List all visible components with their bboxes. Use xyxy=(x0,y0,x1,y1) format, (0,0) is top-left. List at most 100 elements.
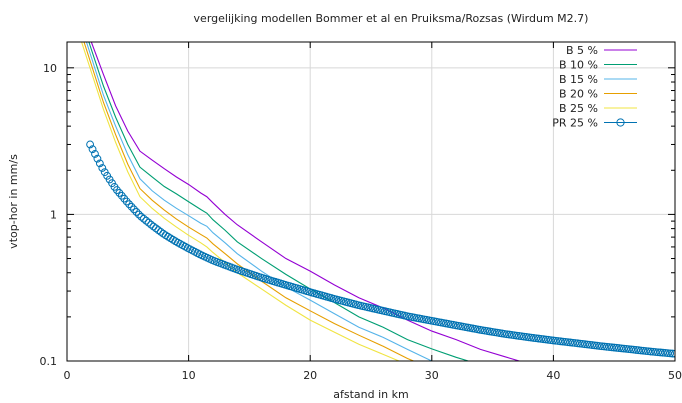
data-point xyxy=(520,332,528,341)
data-point xyxy=(668,349,675,358)
data-point xyxy=(125,200,134,209)
data-point xyxy=(130,205,138,214)
y-tick-label: 10 xyxy=(43,62,57,75)
data-point xyxy=(600,342,609,351)
data-point xyxy=(554,337,562,345)
data-point xyxy=(607,343,616,352)
data-point xyxy=(580,340,589,349)
legend-marker xyxy=(616,118,625,127)
series-markers-5 xyxy=(86,140,675,358)
data-point xyxy=(532,334,540,343)
data-point xyxy=(502,330,511,339)
series-line-4 xyxy=(81,42,400,361)
data-point xyxy=(122,197,131,206)
series-line-3 xyxy=(83,42,414,361)
data-point xyxy=(627,345,636,354)
data-point xyxy=(658,348,667,357)
data-point xyxy=(510,331,519,340)
data-point xyxy=(661,348,670,357)
series-line-0 xyxy=(90,42,520,361)
data-point xyxy=(593,341,601,350)
data-point xyxy=(127,202,136,211)
data-point xyxy=(529,334,538,342)
data-point xyxy=(573,339,582,348)
data-point xyxy=(644,347,653,356)
data-point xyxy=(615,344,623,352)
data-point xyxy=(576,339,584,348)
data-point xyxy=(654,348,662,357)
data-point xyxy=(527,333,536,342)
legend-label: B 10 % xyxy=(559,59,598,72)
data-point xyxy=(91,150,99,158)
data-point xyxy=(639,346,648,355)
data-point xyxy=(568,338,577,347)
data-point xyxy=(512,331,521,340)
data-point xyxy=(137,212,146,221)
data-point xyxy=(588,341,597,349)
data-point xyxy=(537,334,545,343)
data-point xyxy=(578,339,587,348)
data-point xyxy=(88,145,97,154)
data-point xyxy=(86,140,94,149)
data-point xyxy=(98,164,107,172)
data-point xyxy=(583,340,592,349)
legend: B 5 % B 10 %B 15 % B 20 %B 25 % PR 25 % xyxy=(552,44,637,130)
data-point xyxy=(666,349,675,358)
grid xyxy=(67,42,675,361)
data-point xyxy=(95,159,104,168)
data-point xyxy=(622,344,631,353)
x-tick-label: 10 xyxy=(182,369,196,382)
data-point xyxy=(634,346,643,355)
data-point xyxy=(556,337,565,346)
data-point xyxy=(629,345,638,354)
data-point xyxy=(551,336,560,345)
data-point xyxy=(524,333,533,342)
data-point xyxy=(612,343,621,352)
data-point xyxy=(656,348,665,357)
data-point xyxy=(610,343,618,352)
legend-label: B 25 % xyxy=(559,102,598,115)
x-tick-label: 0 xyxy=(64,369,71,382)
x-tick-label: 30 xyxy=(425,369,439,382)
data-point xyxy=(663,349,672,358)
data-point xyxy=(93,154,102,163)
data-point xyxy=(566,338,575,347)
x-tick-label: 20 xyxy=(303,369,317,382)
series-line-2 xyxy=(85,42,433,361)
data-point xyxy=(585,340,594,349)
data-point xyxy=(134,210,143,219)
data-point xyxy=(595,342,604,350)
legend-label: B 20 % xyxy=(559,88,598,101)
series-line-1 xyxy=(88,42,469,361)
legend-label: B 15 % xyxy=(559,73,598,86)
plot-frame xyxy=(66,41,676,362)
data-point xyxy=(624,345,633,354)
data-point xyxy=(505,330,514,339)
data-point xyxy=(617,344,626,353)
data-point xyxy=(561,337,570,346)
data-point xyxy=(541,335,550,344)
data-point xyxy=(132,208,141,216)
axis-ticks: 0 10 20 30 40 50 0.1 1 10 xyxy=(40,42,682,382)
data-point xyxy=(605,343,614,351)
legend-label: PR 25 % xyxy=(552,117,598,130)
x-tick-label: 50 xyxy=(668,369,682,382)
data-point xyxy=(636,346,645,355)
data-point xyxy=(597,342,606,351)
y-tick-label: 1 xyxy=(50,208,57,221)
x-axis-label: afstand in km xyxy=(333,388,408,401)
data-point xyxy=(144,218,153,227)
data-point xyxy=(571,339,579,347)
y-tick-label: 0.1 xyxy=(40,355,58,368)
data-point xyxy=(590,341,599,350)
chart-title: vergelijking modellen Bommer et al en Pr… xyxy=(194,12,589,25)
data-point xyxy=(544,335,553,344)
data-point xyxy=(619,344,628,353)
x-tick-label: 40 xyxy=(546,369,560,382)
data-point xyxy=(539,335,548,344)
data-point xyxy=(142,216,151,225)
data-point xyxy=(139,214,148,223)
data-point xyxy=(641,347,650,355)
